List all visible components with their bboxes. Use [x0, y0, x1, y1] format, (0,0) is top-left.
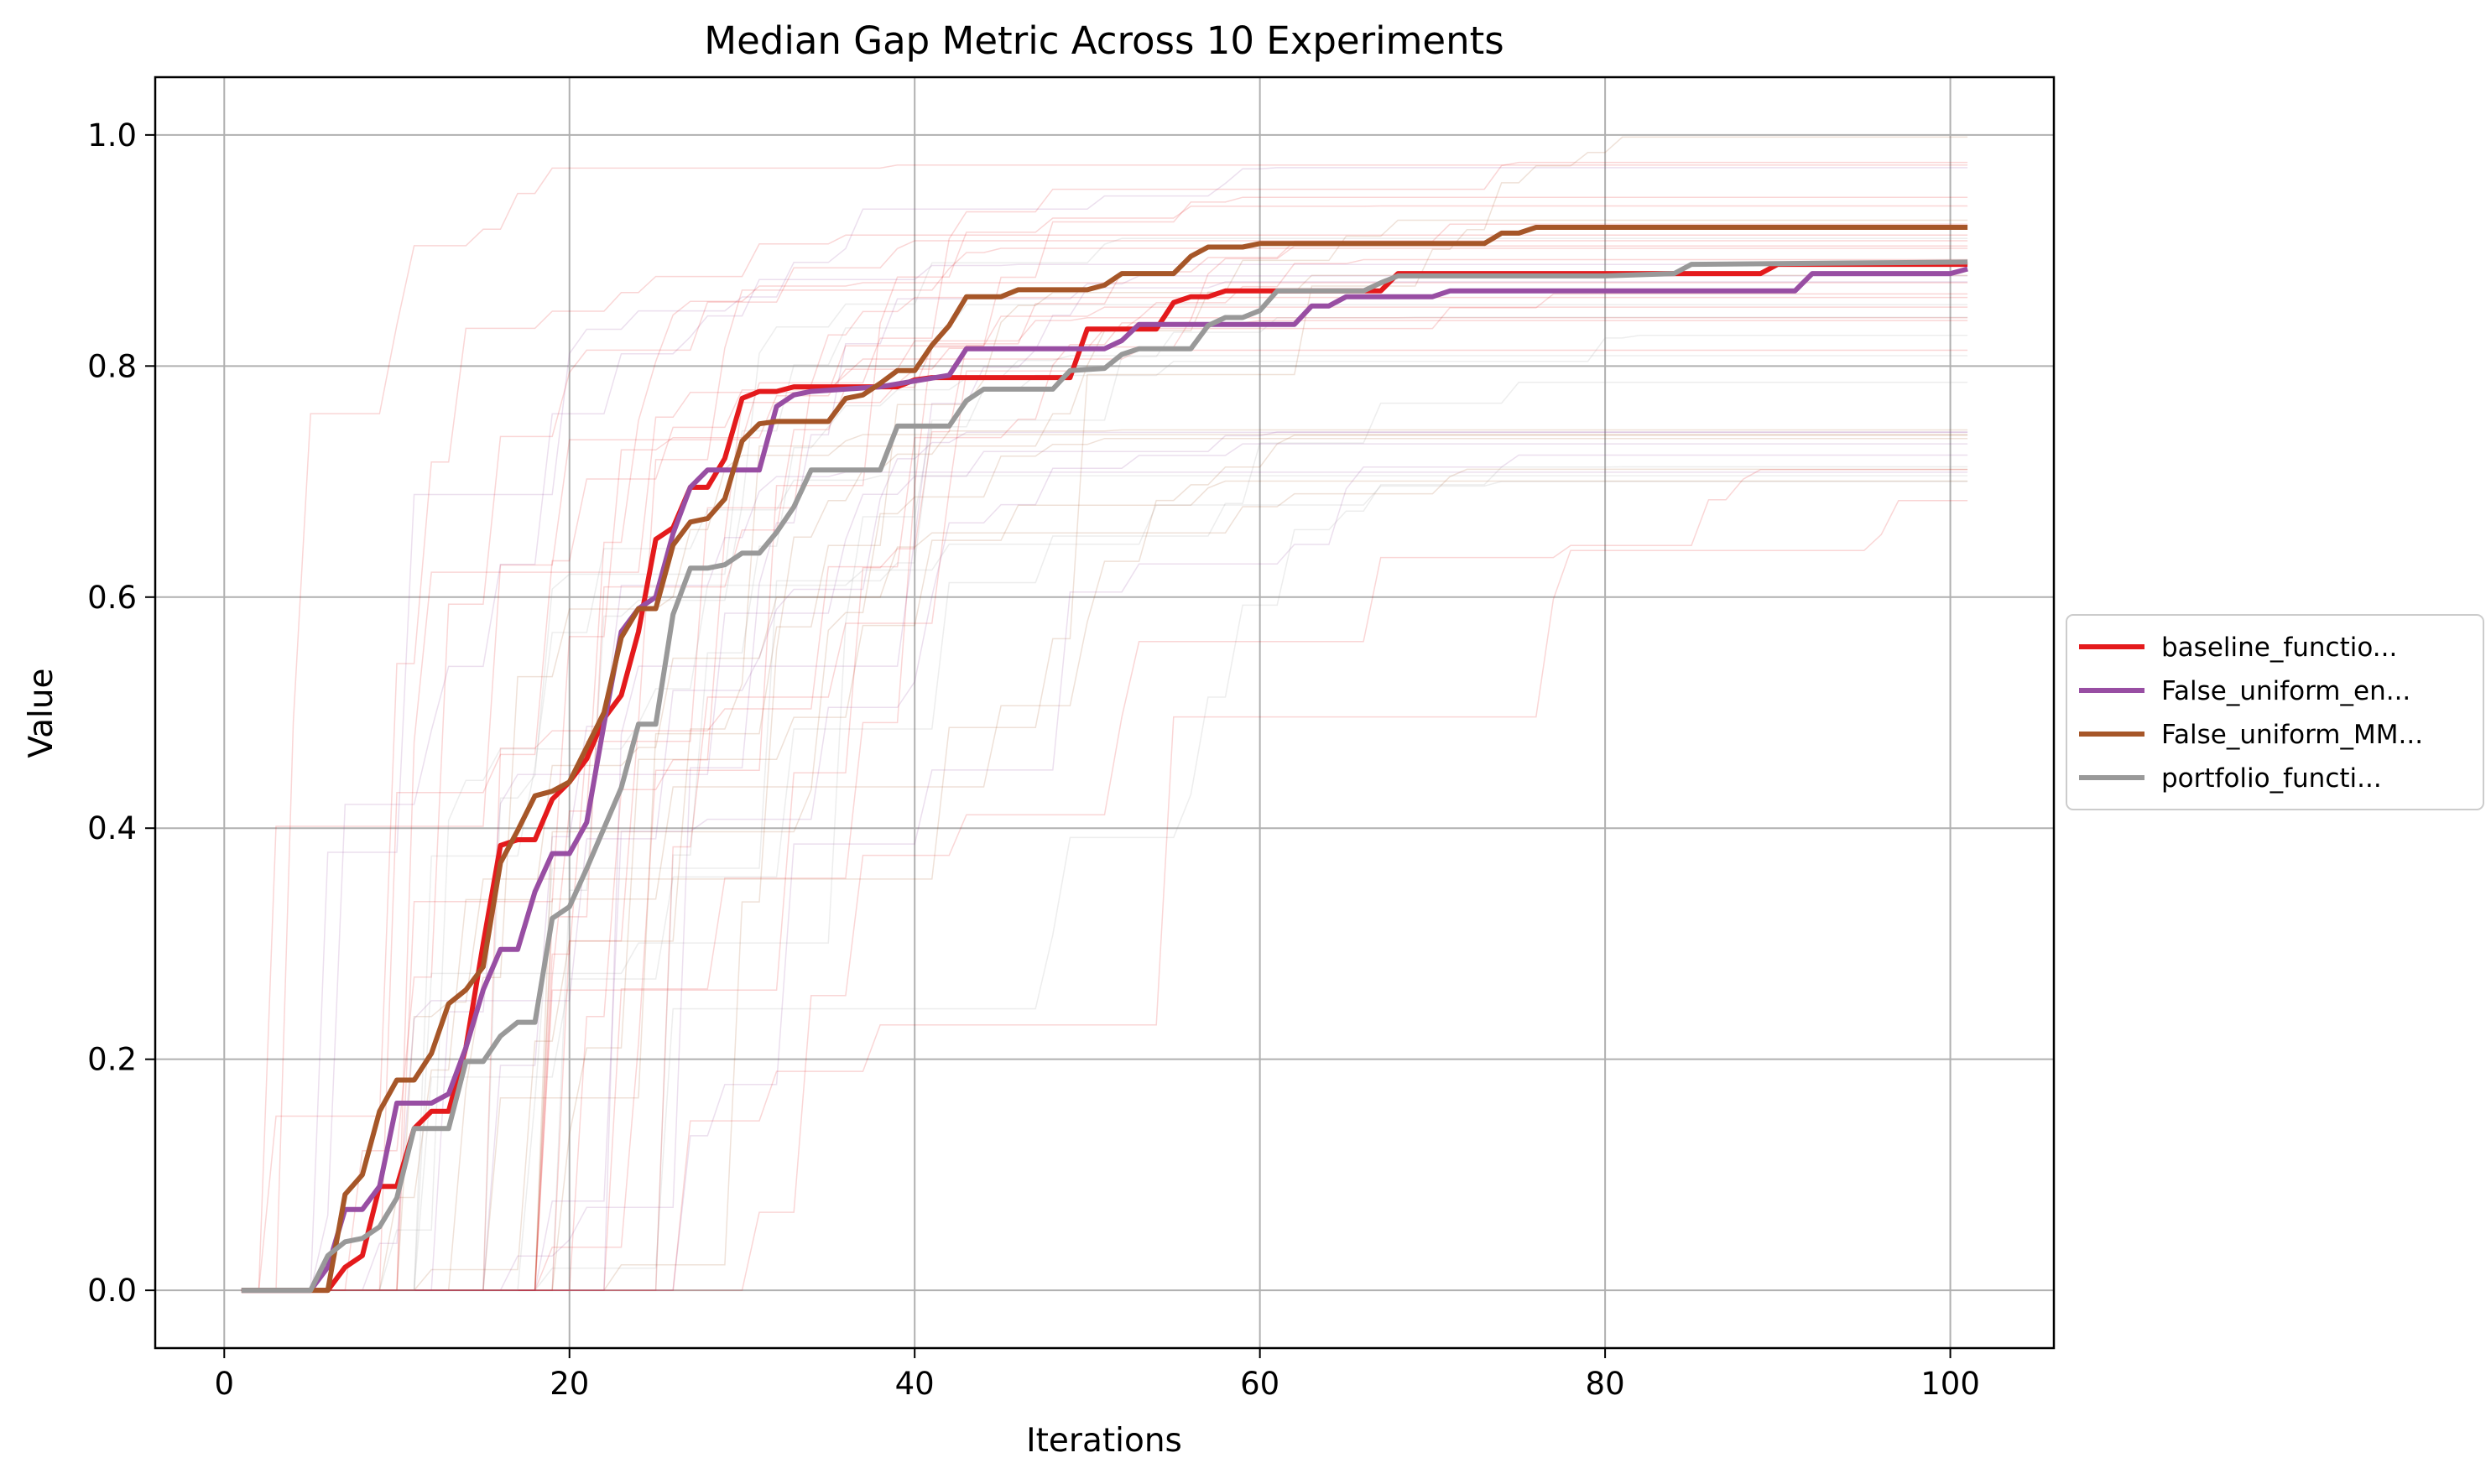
y-tick-label: 0.4	[87, 810, 137, 846]
legend-label: False_uniform_en...	[2161, 676, 2410, 706]
run-trace	[241, 466, 1968, 1291]
x-axis-title: Iterations	[1026, 1422, 1182, 1460]
legend-box	[2066, 614, 2484, 810]
y-axis-title: Value	[23, 668, 60, 758]
run-trace	[241, 240, 1968, 1291]
y-axis-ticks: 0.0 0.2 0.4 0.6 0.8 1.0	[87, 117, 155, 1309]
individual-run-traces	[241, 136, 1968, 1291]
run-trace	[241, 196, 1968, 1291]
run-trace	[241, 247, 1968, 1291]
series-line	[241, 225, 1968, 1294]
run-trace	[241, 223, 1968, 1291]
y-tick-label: 0.6	[87, 580, 137, 616]
run-trace	[241, 469, 1968, 1291]
run-trace	[241, 263, 1968, 1291]
run-trace	[241, 454, 1968, 1291]
y-tick-label: 0.0	[87, 1273, 137, 1309]
run-trace	[241, 443, 1968, 1291]
run-trace	[241, 234, 1968, 1291]
plot-frame	[154, 76, 2056, 1350]
run-trace	[241, 282, 1968, 1291]
y-tick-label: 1.0	[87, 117, 137, 154]
series-lines	[241, 225, 1968, 1294]
run-trace	[241, 161, 1968, 1291]
run-trace	[241, 304, 1968, 1291]
x-tick-label: 80	[1586, 1366, 1625, 1402]
legend-label: False_uniform_MM...	[2161, 720, 2423, 750]
x-tick-label: 100	[1920, 1366, 1980, 1402]
run-trace	[241, 431, 1968, 1291]
x-tick-label: 60	[1240, 1366, 1279, 1402]
legend-item: False_uniform_en...	[2079, 676, 2410, 706]
x-axis-ticks: 0 20 40 60 80 100	[215, 1348, 1980, 1402]
series-line	[241, 259, 1968, 1294]
run-trace	[241, 500, 1968, 1291]
run-trace	[241, 164, 1968, 1291]
run-trace	[241, 437, 1968, 1291]
run-trace	[241, 136, 1968, 1291]
y-tick-label: 0.2	[87, 1042, 137, 1078]
legend-item: baseline_functio...	[2079, 633, 2397, 663]
run-trace	[241, 258, 1968, 1291]
run-trace	[241, 167, 1968, 1291]
legend-label: baseline_functio...	[2161, 633, 2397, 663]
run-trace	[241, 480, 1968, 1291]
run-trace	[241, 382, 1968, 1291]
run-trace	[241, 245, 1968, 1291]
run-trace	[241, 205, 1968, 1291]
x-tick-label: 40	[895, 1366, 935, 1402]
run-trace	[241, 237, 1968, 1291]
legend-label: portfolio_functi...	[2161, 763, 2382, 794]
run-trace	[241, 481, 1968, 1291]
x-tick-label: 0	[215, 1366, 235, 1402]
y-tick-label: 0.8	[87, 348, 137, 384]
legend-item: False_uniform_MM...	[2079, 720, 2423, 750]
legend: baseline_functio... False_uniform_en... …	[2066, 614, 2484, 810]
run-trace	[241, 293, 1968, 1291]
run-trace	[241, 434, 1968, 1291]
run-trace	[241, 434, 1968, 1291]
run-trace	[241, 431, 1968, 1291]
x-tick-label: 20	[550, 1366, 589, 1402]
run-trace	[241, 471, 1968, 1291]
series-line	[241, 266, 1968, 1294]
run-trace	[241, 281, 1968, 1291]
chart-title: Median Gap Metric Across 10 Experiments	[704, 18, 1503, 63]
run-trace	[241, 429, 1968, 1291]
run-trace	[241, 335, 1968, 1291]
run-trace	[241, 475, 1968, 1291]
run-trace	[241, 349, 1968, 1291]
legend-item: portfolio_functi...	[2079, 763, 2382, 794]
